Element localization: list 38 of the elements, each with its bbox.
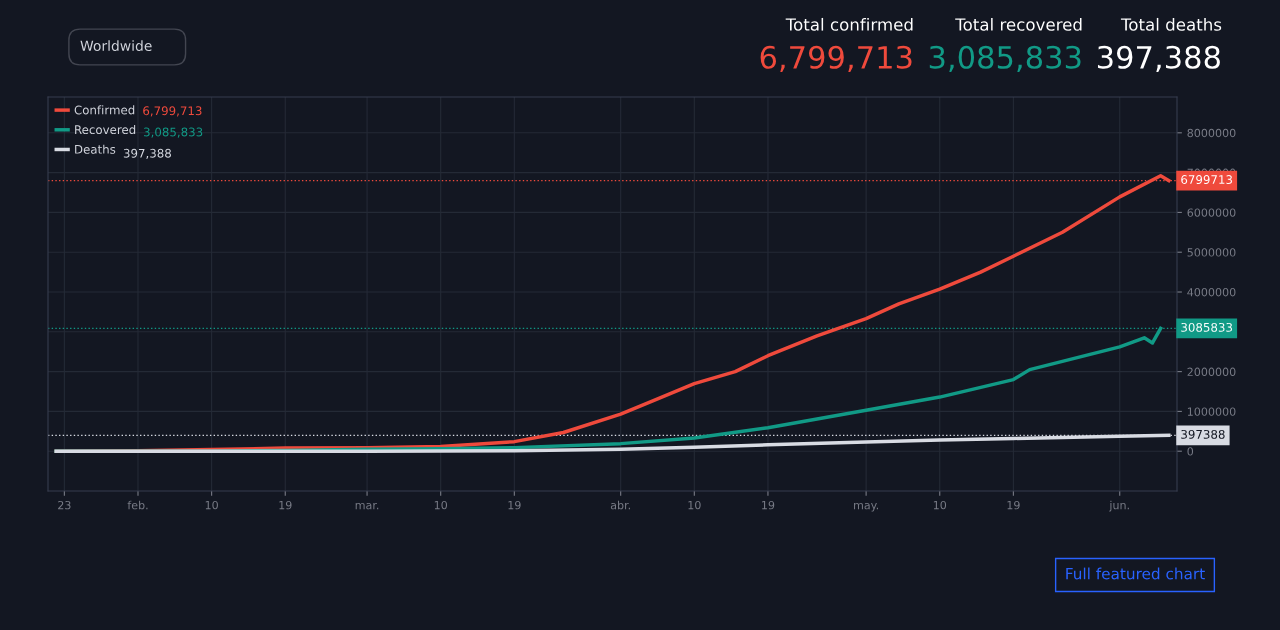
x-tick-label: 23 (58, 500, 71, 510)
x-tick-label: feb. (127, 500, 148, 510)
x-tick-label: mar. (355, 502, 379, 510)
x-tick-label: jun. (1109, 500, 1129, 512)
ref-line-label: 397388 (1181, 429, 1225, 439)
x-tick-label: 19 (279, 500, 292, 510)
x-tick-label: may. (854, 502, 878, 512)
y-tick-label: 8000000 (1187, 128, 1236, 138)
ref-line-label: 3085833 (1181, 322, 1233, 332)
y-tick-label: 0 (1187, 447, 1194, 456)
text: Full featured chart (1066, 567, 1205, 580)
ref-line-label: 6799713 (1181, 175, 1233, 185)
text: Total deaths (1120, 17, 1222, 31)
text: Total recovered (955, 17, 1082, 31)
text: Total confirmed (785, 17, 913, 31)
x-tick-label: 10 (205, 500, 218, 510)
x-tick-label: 10 (933, 500, 947, 510)
x-tick-label: abr. (610, 500, 630, 510)
text: Worldwide (80, 40, 152, 52)
x-tick-label: 10 (688, 500, 701, 510)
legend-label: Deaths (75, 144, 116, 154)
legend-label: Recovered (75, 124, 136, 135)
y-tick-label: 5000000 (1187, 248, 1236, 257)
x-tick-label: 19 (508, 500, 521, 510)
x-tick-label: 19 (762, 500, 775, 510)
annotation: 3,085,833 (144, 127, 203, 138)
text: 3,085,833 (929, 45, 1081, 72)
y-tick-label: 2000000 (1187, 367, 1236, 376)
y-tick-label: 1000000 (1187, 407, 1236, 416)
x-tick-label: 10 (434, 500, 448, 510)
y-tick-label: 6000000 (1187, 208, 1236, 217)
legend-label: Confirmed (74, 105, 135, 115)
x-tick-label: 19 (1007, 500, 1020, 510)
annotation: 397,388 (123, 148, 171, 159)
y-tick-label: 4000000 (1187, 287, 1236, 297)
text: 6,799,713 (760, 45, 912, 72)
annotation: 6,799,713 (143, 106, 202, 117)
text: 397,388 (1097, 45, 1220, 72)
